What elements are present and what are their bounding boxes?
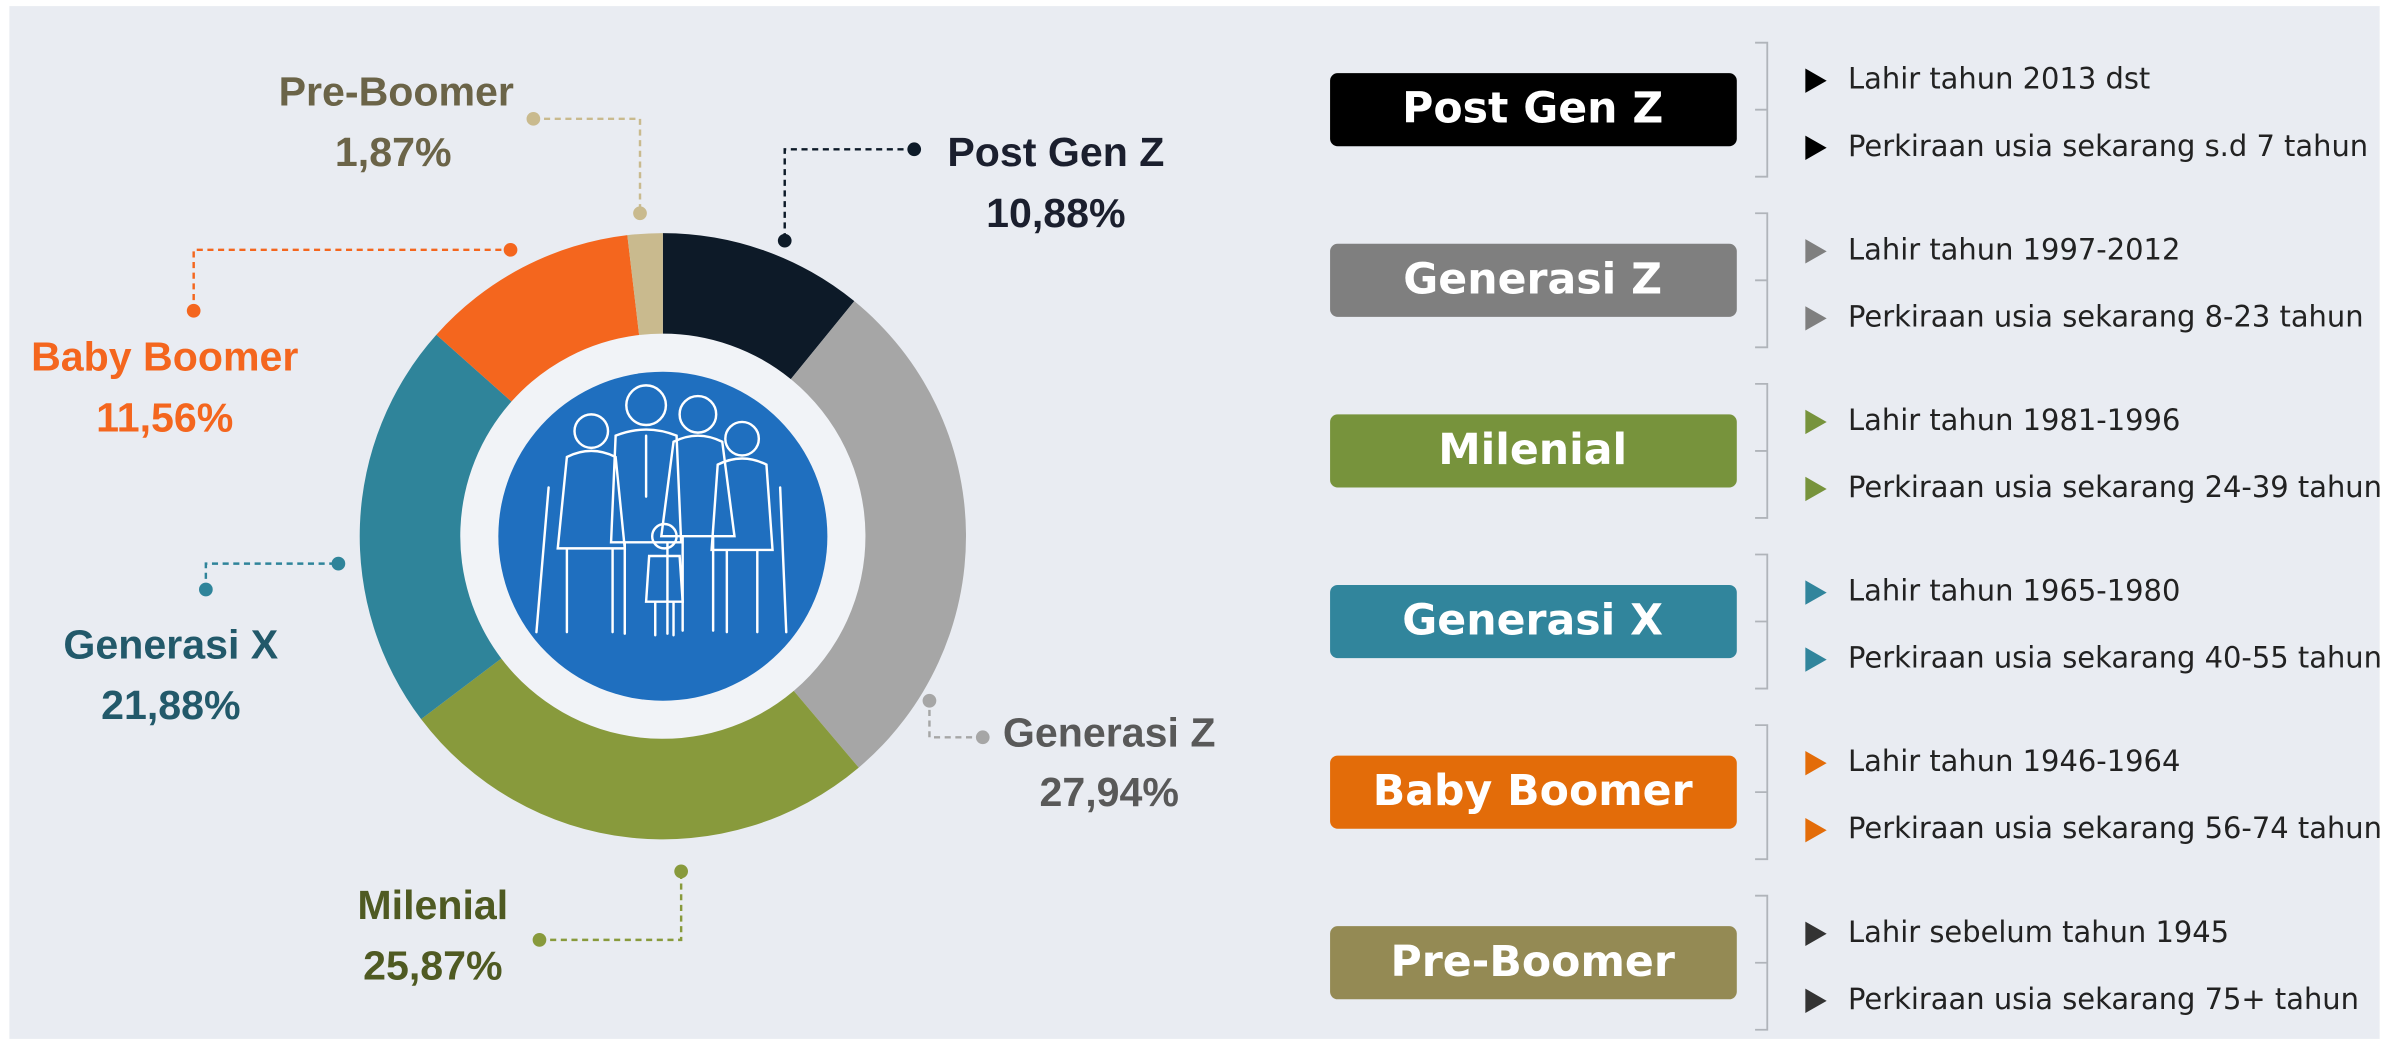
generation-title: Pre-Boomer	[1390, 937, 1674, 987]
bullet	[1805, 306, 1827, 331]
generation-box	[1330, 73, 1737, 147]
slice-name: Generasi X	[63, 621, 278, 667]
leader-dot	[199, 582, 213, 597]
leader-line	[539, 871, 683, 942]
bracket	[1755, 382, 1769, 519]
slice-value: 21,88%	[101, 682, 240, 728]
generation-title: Milenial	[1438, 425, 1627, 475]
donut-slice	[627, 233, 663, 336]
generation-detail: Perkiraan usia sekarang 24-39 tahun	[1848, 470, 2382, 504]
leader-dot	[526, 111, 541, 126]
bullet	[1805, 647, 1827, 672]
family-icon	[535, 384, 788, 637]
leader-line	[192, 248, 511, 311]
bullet	[1805, 68, 1827, 93]
bullet	[1805, 921, 1827, 946]
bullet	[1805, 135, 1827, 160]
leader-dot	[777, 233, 792, 248]
bullet	[1805, 580, 1827, 605]
bracket	[1755, 894, 1769, 1031]
bullet	[1805, 818, 1827, 843]
slice-value: 27,94%	[1039, 769, 1178, 815]
slice-value: 11,56%	[96, 394, 233, 440]
generation-title: Generasi X	[1402, 596, 1663, 646]
generation-detail: Perkiraan usia sekarang 40-55 tahun	[1848, 641, 2382, 675]
generation-box	[1330, 414, 1737, 488]
generation-detail: Perkiraan usia sekarang 8-23 tahun	[1848, 299, 2364, 333]
generation-detail: Perkiraan usia sekarang 56-74 tahun	[1848, 811, 2382, 845]
bullet	[1805, 988, 1827, 1014]
leader-dot	[907, 142, 922, 157]
generation-title: Post Gen Z	[1402, 84, 1663, 134]
leader-dot	[532, 933, 547, 947]
generation-detail: Lahir tahun 1997-2012	[1848, 232, 2180, 266]
generation-detail: Lahir tahun 1946-1964	[1848, 744, 2180, 778]
generation-title: Generasi Z	[1403, 254, 1662, 304]
slice-name: Pre-Boomer	[279, 68, 514, 114]
generation-box	[1330, 584, 1737, 659]
slice-value: 1,87%	[335, 129, 452, 175]
bracket	[1755, 41, 1769, 178]
donut-slice	[662, 233, 855, 380]
generation-detail: Perkiraan usia sekarang 75+ tahun	[1848, 982, 2359, 1016]
slice-name: Generasi Z	[1003, 710, 1216, 756]
generation-detail: Lahir sebelum tahun 1945	[1848, 915, 2229, 949]
generation-box	[1330, 243, 1737, 317]
leader-dot	[186, 303, 201, 318]
leader-dot	[975, 730, 990, 745]
leader-dot	[674, 864, 688, 879]
donut-slice	[359, 334, 512, 720]
generation-box	[1330, 755, 1737, 829]
bullet	[1805, 409, 1827, 435]
leader-line	[783, 148, 915, 241]
slice-name: Milenial	[357, 882, 508, 928]
generation-detail: Perkiraan usia sekarang s.d 7 tahun	[1848, 129, 2368, 163]
leader-dot	[331, 556, 346, 571]
donut-slice	[436, 235, 640, 402]
bracket	[1755, 724, 1769, 861]
donut-slice	[790, 301, 967, 768]
bullet	[1805, 476, 1827, 502]
generation-title: Baby Boomer	[1373, 766, 1693, 816]
slice-name: Baby Boomer	[31, 333, 298, 379]
slice-name: Post Gen Z	[947, 129, 1164, 175]
generation-detail: Lahir tahun 1965-1980	[1848, 574, 2180, 608]
bracket	[1755, 553, 1769, 690]
leader-line	[533, 117, 642, 214]
bracket	[1755, 212, 1769, 349]
leader-dot	[922, 693, 937, 708]
leader-line	[204, 562, 339, 590]
leader-line	[928, 700, 983, 739]
leader-dot	[503, 242, 518, 257]
generation-detail: Lahir tahun 2013 dst	[1848, 62, 2150, 96]
slice-value: 25,87%	[363, 943, 502, 989]
slice-value: 10,88%	[986, 190, 1125, 236]
generation-detail: Lahir tahun 1981-1996	[1848, 403, 2180, 437]
generation-box	[1330, 926, 1737, 1000]
donut-slice	[421, 658, 859, 840]
leader-dot	[633, 206, 647, 221]
bullet	[1805, 239, 1827, 264]
bullet	[1805, 750, 1827, 776]
